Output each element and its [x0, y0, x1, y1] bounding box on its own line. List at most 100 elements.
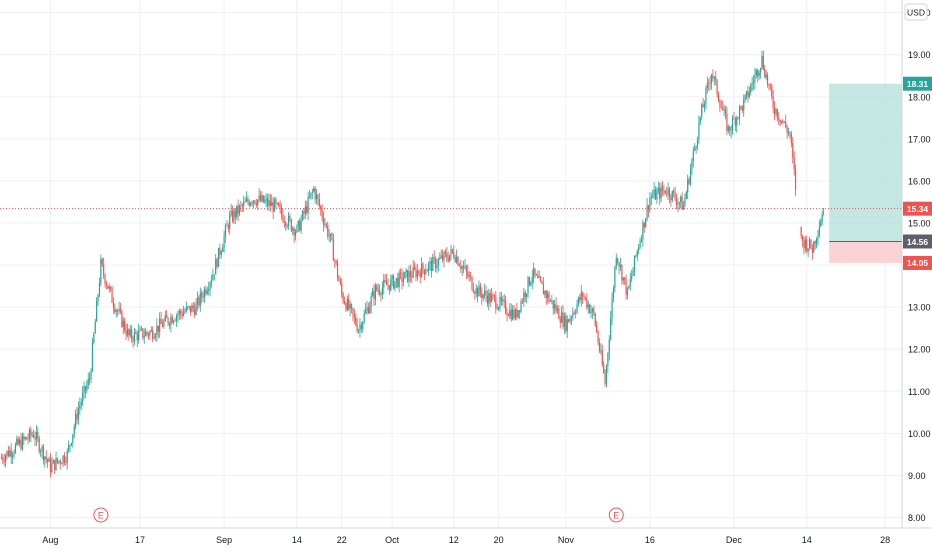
candle-body — [390, 279, 392, 291]
candle-body — [822, 213, 825, 215]
earnings-marker[interactable]: E — [93, 507, 109, 523]
candle-body — [454, 257, 456, 262]
candle-body — [213, 274, 215, 276]
candle-body — [486, 296, 489, 304]
candle-body — [776, 109, 778, 119]
earnings-marker-circle — [93, 507, 109, 523]
candle-body — [610, 318, 612, 340]
candle-body — [237, 205, 239, 214]
candle-body — [470, 275, 472, 277]
candle-body — [303, 211, 305, 214]
candle-body — [521, 301, 524, 303]
candle-body — [447, 258, 449, 261]
candle-body — [255, 203, 257, 206]
y-tick-label: 13.00 — [908, 303, 931, 313]
candle-body — [108, 286, 110, 289]
candle-body — [502, 299, 504, 302]
earnings-marker[interactable]: E — [608, 507, 624, 523]
candle-body — [363, 313, 365, 323]
candle-body — [26, 437, 28, 440]
candle-body — [640, 239, 643, 242]
x-tick-label: 14 — [802, 535, 812, 545]
candle-body — [695, 145, 697, 148]
candle-body — [461, 266, 463, 269]
candle-body — [325, 224, 327, 226]
y-tick-label: 12.00 — [908, 345, 931, 355]
candle-body — [507, 314, 510, 317]
candle-body — [289, 216, 291, 220]
candle-body — [86, 385, 88, 391]
candle-body — [139, 329, 141, 331]
candle-body — [748, 92, 750, 98]
candle-body — [540, 277, 542, 282]
candle-body — [31, 435, 33, 436]
candle-body — [717, 94, 720, 101]
candle-body — [131, 329, 133, 339]
currency-button[interactable]: USD — [904, 3, 928, 21]
candle-body — [818, 226, 820, 236]
candle-body — [125, 330, 127, 336]
candle-body — [789, 132, 791, 135]
candle-body — [189, 305, 192, 313]
candle-body — [217, 247, 220, 267]
candle-body — [292, 228, 294, 231]
candle-body — [199, 292, 201, 306]
candle-body — [603, 364, 605, 373]
candle-body — [671, 190, 673, 201]
candle-body — [519, 310, 521, 312]
candle-body — [552, 300, 554, 309]
candle-body — [283, 221, 285, 223]
candle-body — [692, 150, 694, 161]
candle-body — [349, 304, 351, 309]
candle-body — [440, 255, 442, 258]
candle-body — [220, 251, 222, 255]
candle-body — [604, 372, 606, 384]
candle-body — [544, 291, 546, 295]
candle-body — [182, 312, 185, 316]
candle-body — [719, 100, 721, 108]
candle-body — [339, 281, 341, 284]
candle-body — [531, 276, 533, 283]
candle-body — [381, 287, 383, 295]
candle-body — [216, 258, 218, 267]
candle-body — [334, 260, 336, 262]
candle-body — [432, 257, 434, 271]
candle-body — [272, 202, 274, 212]
candle-body — [783, 121, 785, 123]
candle-body — [13, 452, 15, 455]
candle-body — [682, 205, 685, 210]
candle-body — [208, 289, 210, 291]
candle-body — [300, 219, 302, 231]
candle-body — [42, 446, 45, 461]
candle-body — [444, 251, 446, 254]
currency-button-frame[interactable] — [904, 3, 928, 21]
candle-body — [782, 120, 784, 123]
candle-body — [105, 283, 108, 286]
candle-body — [716, 79, 718, 95]
candle-body — [751, 83, 753, 85]
candle-body — [296, 225, 298, 232]
candle-body — [114, 307, 116, 312]
candle-body — [364, 310, 367, 314]
candle-body — [622, 277, 624, 281]
stop-zone — [829, 241, 902, 263]
candle-body — [625, 279, 627, 295]
candle-body — [264, 200, 266, 203]
candle-body — [471, 276, 473, 290]
candle-body — [498, 307, 500, 309]
candle-body — [638, 247, 640, 251]
candle-body — [205, 288, 207, 294]
candle-body — [230, 210, 232, 215]
candle-body — [485, 290, 487, 297]
candle-body — [380, 293, 382, 295]
candle-body — [722, 107, 724, 111]
candle-body — [621, 265, 623, 281]
x-tick-label: 12 — [449, 535, 459, 545]
candle-body — [359, 324, 361, 331]
earnings-marker-label: E — [613, 511, 619, 521]
currency-label[interactable]: USD — [907, 8, 925, 18]
candle-body — [503, 299, 505, 301]
earnings-marker-circle — [608, 507, 624, 523]
